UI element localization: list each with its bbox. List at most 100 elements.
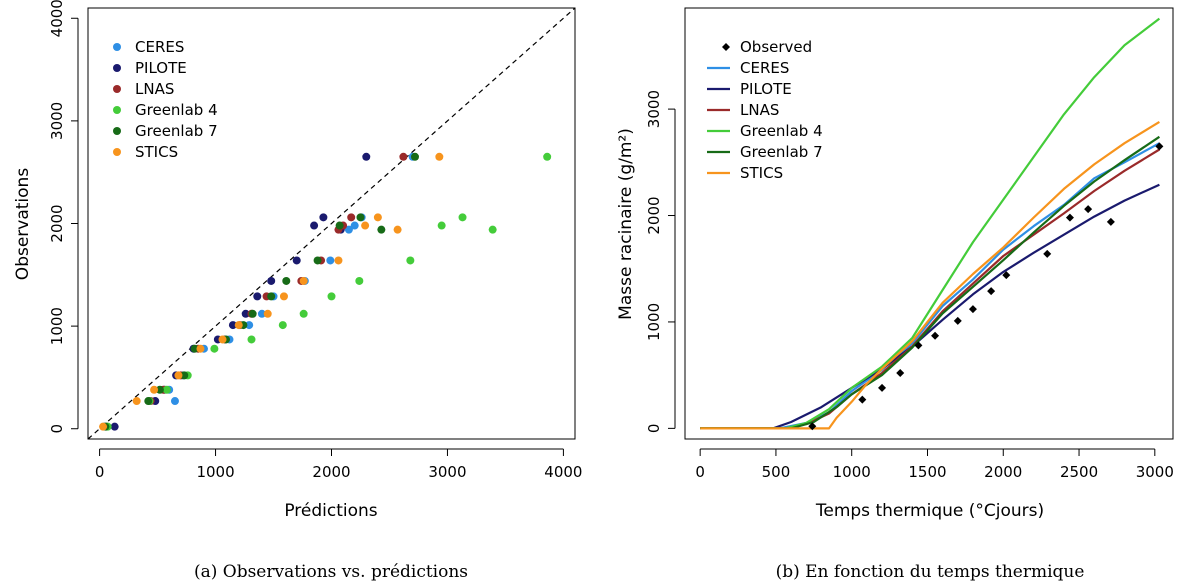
observed-point <box>858 395 867 404</box>
b-x-tick-label: 500 <box>762 463 791 481</box>
scatter-point-greenlab-4 <box>210 344 219 353</box>
a-y-tick-label: 0 <box>48 424 66 434</box>
scatter-point-greenlab-7 <box>190 344 199 353</box>
legend-marker-a <box>113 127 121 135</box>
scatter-point-greenlab-7 <box>248 309 257 318</box>
scatter-point-greenlab-7 <box>410 152 419 161</box>
legend-label-a: Greenlab 4 <box>135 101 218 119</box>
scatter-point-greenlab-7 <box>335 221 344 230</box>
line-stics <box>700 120 1160 430</box>
scatter-point-greenlab-7 <box>282 276 291 285</box>
x-axis-label-a: Prédictions <box>284 501 377 521</box>
scatter-point-pilote <box>319 213 328 222</box>
legend-marker-a <box>113 43 121 51</box>
scatter-point-lnas <box>399 152 408 161</box>
legend-label-a: CERES <box>135 38 184 56</box>
scatter-point-greenlab-4 <box>488 225 497 234</box>
b-x-tick-label: 1500 <box>908 463 946 481</box>
observed-point <box>987 287 996 296</box>
caption-b: (b) En fonction du temps thermique <box>776 562 1085 582</box>
scatter-point-greenlab-4 <box>327 292 336 301</box>
a-x-tick-label: 3000 <box>428 463 466 481</box>
scatter-point-greenlab-7 <box>180 371 189 380</box>
scatter-point-lnas <box>347 213 356 222</box>
b-y-tick-label: 0 <box>645 424 663 434</box>
caption-a: (a) Observations vs. prédictions <box>194 562 468 582</box>
scatter-point-stics <box>299 276 308 285</box>
legend-marker-a <box>113 148 121 156</box>
scatter-point-stics <box>132 397 141 406</box>
scatter-point-ceres <box>170 397 179 406</box>
line-ceres <box>700 142 1160 430</box>
scatter-point-ceres <box>245 321 254 330</box>
panel-a: 0 1000 2000 3000 4000 0 1000 2000 3000 4000 Prédi… <box>13 0 582 582</box>
scatter-point-greenlab-7 <box>144 397 153 406</box>
identity-reference-line <box>87 7 576 440</box>
y-axis-label-b: Masse racinaire (g/m²) <box>616 128 636 320</box>
line-greenlab-4 <box>700 17 1161 430</box>
a-y-tick-label: 4000 <box>48 0 66 37</box>
legend-marker-a <box>113 64 121 72</box>
scatter-point-stics <box>361 221 370 230</box>
legend-label-b: Greenlab 7 <box>740 143 823 161</box>
scatter-point-greenlab-4 <box>458 213 467 222</box>
legend-label-b: STICS <box>740 164 783 182</box>
axis-ticks-b: 0 500 1000 1500 2000 2500 3000 0 1000 2000 3000 <box>645 90 1174 481</box>
scatter-point-stics <box>99 422 108 431</box>
scatter-point-pilote <box>292 256 301 265</box>
scatter-point-greenlab-4 <box>247 335 256 344</box>
legend-label-a: STICS <box>135 143 178 161</box>
scatter-point-stics <box>150 385 159 394</box>
legend-label-b: CERES <box>740 59 789 77</box>
observed-point <box>896 369 905 378</box>
scatter-point-pilote <box>110 422 119 431</box>
a-x-tick-label: 1000 <box>196 463 234 481</box>
observed-point <box>931 331 940 340</box>
scatter-point-greenlab-7 <box>155 385 164 394</box>
scatter-point-stics <box>218 335 227 344</box>
scatter-point-ceres <box>326 256 335 265</box>
b-x-tick-label: 2000 <box>984 463 1022 481</box>
b-x-tick-label: 1000 <box>833 463 871 481</box>
scatter-point-greenlab-4 <box>299 309 308 318</box>
legend-label-b: PILOTE <box>740 80 792 98</box>
a-y-tick-label: 1000 <box>48 307 66 345</box>
scatter-point-greenlab-4 <box>355 276 364 285</box>
observed-point <box>1043 249 1052 258</box>
scatter-point-greenlab-4 <box>543 152 552 161</box>
observed-points <box>808 142 1164 431</box>
scatter-point-greenlab-7 <box>313 256 322 265</box>
line-greenlab-7 <box>700 135 1161 430</box>
scatter-point-ceres <box>344 225 353 234</box>
legend-label-b: Observed <box>740 38 812 56</box>
scatter-point-greenlab-7 <box>267 292 276 301</box>
observed-point <box>1002 271 1011 280</box>
plot-frame-b <box>684 7 1174 440</box>
scatter-point-pilote <box>310 221 319 230</box>
scatter-point-ceres <box>257 309 266 318</box>
b-y-tick-label: 1000 <box>645 303 663 341</box>
scatter-point-greenlab-4 <box>162 385 171 394</box>
legend-label-b: LNAS <box>740 101 779 119</box>
observed-point <box>953 316 962 325</box>
scatter-point-stics <box>279 292 288 301</box>
scatter-point-stics <box>393 225 402 234</box>
scatter-point-stics <box>334 256 343 265</box>
b-x-tick-label: 3000 <box>1136 463 1174 481</box>
scatter-point-stics <box>234 321 243 330</box>
scatter-point-stics <box>373 213 382 222</box>
scatter-point-pilote <box>241 309 250 318</box>
legend-marker-a <box>113 106 121 114</box>
x-axis-label-b: Temps thermique (°Cjours) <box>815 501 1044 521</box>
legend-marker-observed <box>722 43 730 51</box>
line-pilote <box>700 183 1160 430</box>
observed-point <box>878 383 887 392</box>
legend-label-b: Greenlab 4 <box>740 122 823 140</box>
legend-a: CERES PILOTE LNAS Greenlab 4 Greenlab 7 STICS <box>113 38 218 161</box>
observed-point <box>1065 213 1074 222</box>
scatter-point-greenlab-4 <box>437 221 446 230</box>
scatter-point-pilote <box>267 276 276 285</box>
model-lines <box>700 17 1161 430</box>
b-y-tick-label: 2000 <box>645 196 663 234</box>
